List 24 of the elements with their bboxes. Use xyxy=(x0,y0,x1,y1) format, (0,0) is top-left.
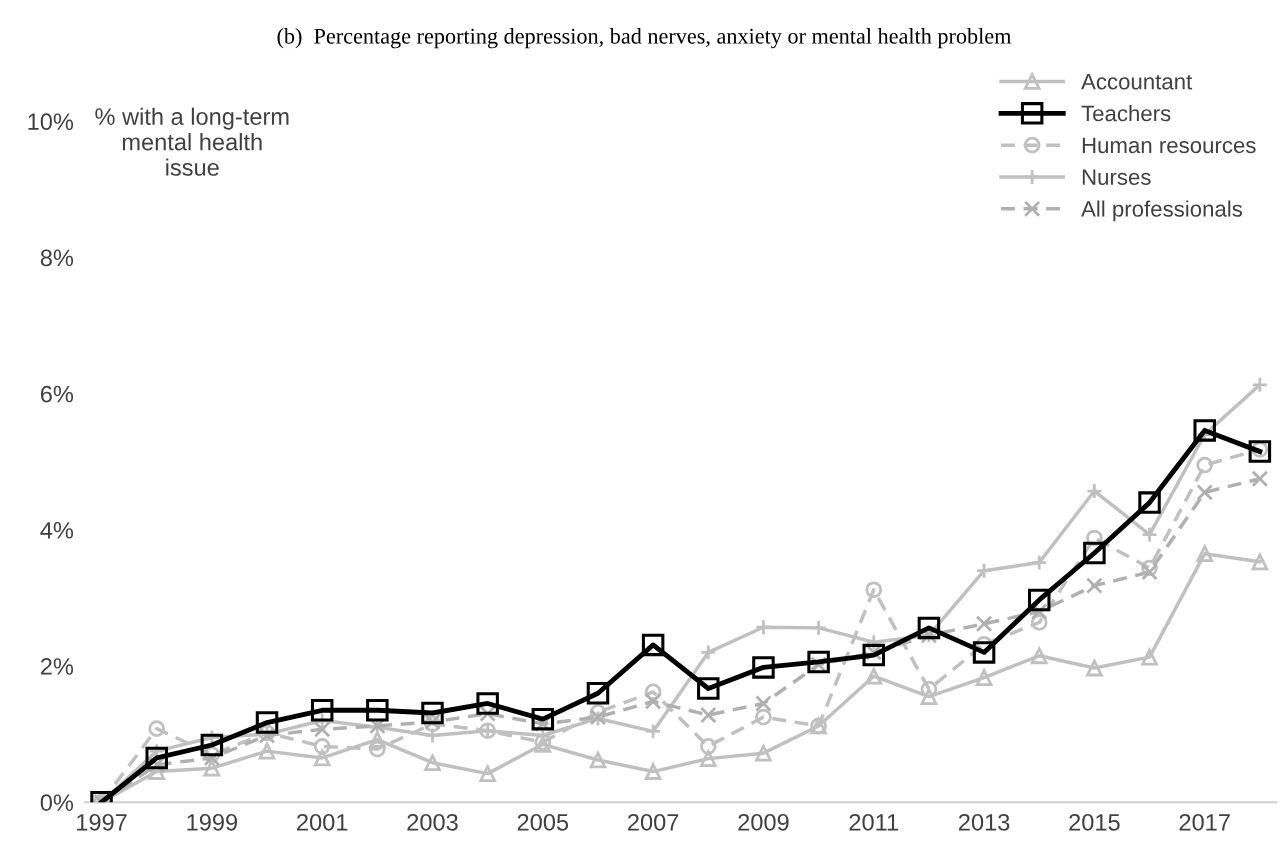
x-tick-label: 1999 xyxy=(187,813,238,831)
x-tick-label: 2015 xyxy=(1069,813,1120,831)
y-axis-title: % with a long-term mental health issue xyxy=(95,107,289,176)
legend-label: Nurses xyxy=(1082,169,1151,185)
x-tick-label: 2009 xyxy=(738,813,789,831)
legend-label: Human resources xyxy=(1082,137,1256,154)
legend-label: All professionals xyxy=(1081,200,1243,222)
y-tick-label: 2% xyxy=(40,658,74,675)
y-tick-label: 8% xyxy=(40,249,74,267)
x-tick-label: 2011 xyxy=(849,813,898,831)
y-tick-label: 4% xyxy=(40,522,74,539)
chart-title: (b) Percentage reporting depression, bad nerves, anxiety or mental health problem xyxy=(277,28,1012,49)
legend-label: Teachers xyxy=(1081,105,1171,122)
x-tick-label: 2001 xyxy=(297,813,348,831)
x-tick-label: 2017 xyxy=(1179,813,1230,831)
x-tick-label: 2005 xyxy=(517,813,569,831)
x-tick-label: 2013 xyxy=(959,813,1010,831)
x-tick-label: 1997 xyxy=(77,813,127,831)
y-tick-label: 10% xyxy=(28,113,74,131)
x-tick-label: 2003 xyxy=(407,813,458,831)
x-tick-label: 2007 xyxy=(628,813,679,831)
y-tick-label: 0% xyxy=(40,794,74,811)
legend-label: Accountant xyxy=(1081,73,1193,90)
y-tick-label: 6% xyxy=(40,385,74,403)
